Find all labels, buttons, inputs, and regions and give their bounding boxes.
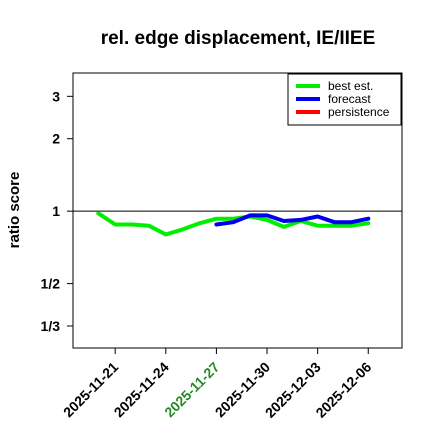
legend-label: forecast xyxy=(328,92,371,106)
legend-label: best est. xyxy=(328,79,373,93)
y-tick-label: 1 xyxy=(52,203,60,219)
y-axis-label: ratio score xyxy=(6,172,23,249)
y-tick-label: 2 xyxy=(52,131,60,147)
y-tick-label: 1/2 xyxy=(41,276,61,292)
series-line-forecast xyxy=(214,213,371,227)
y-tick-label: 3 xyxy=(52,88,60,104)
x-tick-label: 2025-12-06 xyxy=(312,359,374,421)
legend-label: persistence xyxy=(328,105,390,119)
chart-title: rel. edge displacement, IE/IIEE xyxy=(101,28,376,49)
series-line-best-est- xyxy=(96,211,371,237)
series-layer xyxy=(73,210,402,237)
x-axis: 2025-11-212025-11-242025-11-272025-11-30… xyxy=(60,348,375,421)
y-axis: 3 2 1 1/2 1/3 xyxy=(41,88,73,334)
y-tick-label: 1/3 xyxy=(41,318,61,334)
plot-frame xyxy=(72,72,403,349)
